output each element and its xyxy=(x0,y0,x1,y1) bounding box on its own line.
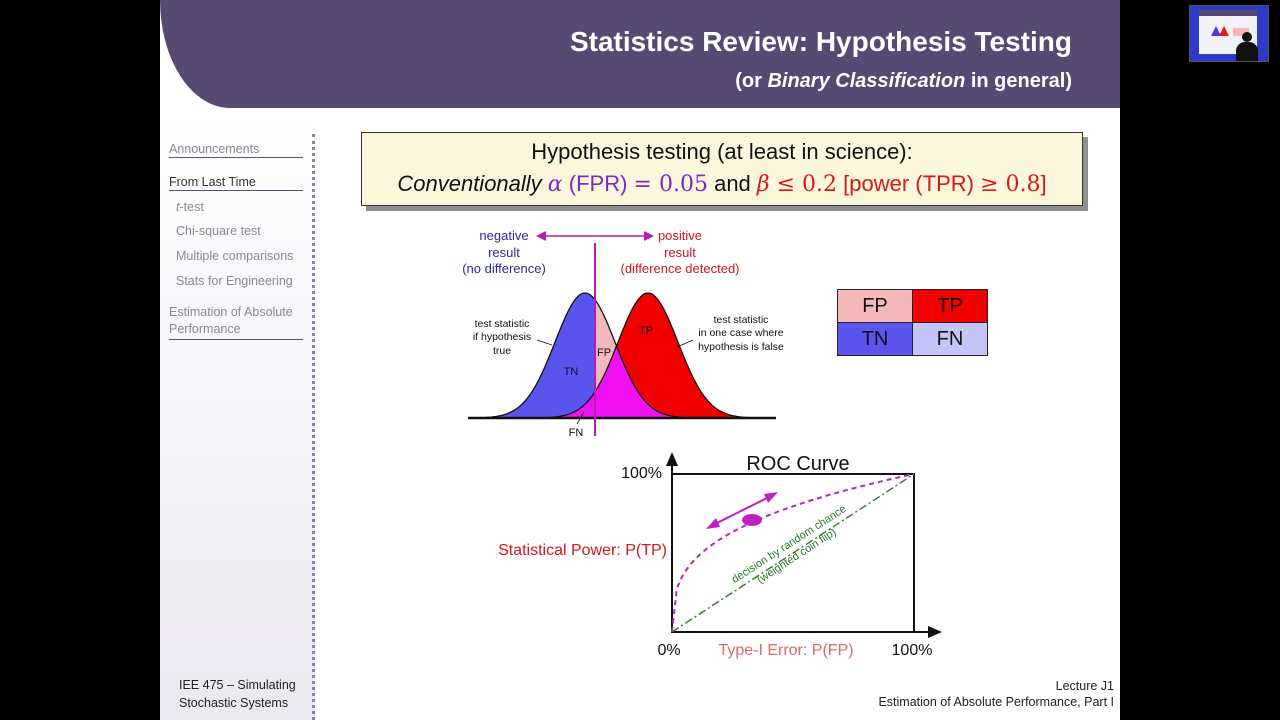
roc-y-top-label: 100% xyxy=(621,465,662,482)
negative-label-3: (no difference) xyxy=(462,261,546,276)
alt-annotation-1: test statistic xyxy=(714,314,769,326)
matrix-tn-cell: TN xyxy=(837,322,913,356)
alt-annotation-3: hypothesis is false xyxy=(698,341,784,353)
course-footer: IEE 475 – Simulating Stochastic Systems xyxy=(179,678,296,710)
sidebar-divider xyxy=(312,134,315,720)
roc-title: ROC Curve xyxy=(746,453,849,475)
nav-estimation-of-absolute-performance[interactable]: Estimation of Absolute Performance xyxy=(169,304,303,340)
roc-y-label: Statistical Power: P(TP) xyxy=(498,542,667,559)
definition-line-1: Hypothesis testing (at least in science)… xyxy=(531,139,913,164)
definition-line-2: Conventionally α (FPR) = 0.05 and β ≤ 0.… xyxy=(397,171,1047,197)
definition-box: Hypothesis testing (at least in science)… xyxy=(361,132,1083,206)
y-axis-arrow xyxy=(666,452,678,466)
operating-point xyxy=(742,514,762,526)
alt-annotation-2: in one case where xyxy=(698,327,783,339)
arrow-right-head xyxy=(644,231,654,241)
tradeoff-arrow-head-right xyxy=(764,492,778,503)
null-annotation-3: true xyxy=(493,345,511,357)
overlap-region xyxy=(595,347,700,418)
presenter-head xyxy=(1242,32,1252,42)
fn-region xyxy=(540,391,595,418)
roc-x-right-label: 100% xyxy=(892,642,933,659)
nav-multiple-comparisons[interactable]: Multiple comparisons xyxy=(176,249,294,263)
arrow-left-head xyxy=(536,231,546,241)
nav-announcements[interactable]: Announcements xyxy=(169,142,303,158)
header-banner: Statistics Review: Hypothesis Testing (o… xyxy=(160,0,1120,108)
lecture-footer: Lecture J1 Estimation of Absolute Perform… xyxy=(878,679,1114,709)
nav-t-test[interactable]: t-test xyxy=(176,200,204,214)
slide-title: Statistics Review: Hypothesis Testing xyxy=(569,26,1072,57)
presenter-video-thumbnail[interactable] xyxy=(1189,5,1269,62)
tp-region xyxy=(595,293,760,418)
tp-label: TP xyxy=(639,325,653,337)
roc-origin-label: 0% xyxy=(657,642,680,659)
matrix-fn-cell: FN xyxy=(912,322,988,356)
tradeoff-arrow xyxy=(712,495,772,526)
nav-stats-for-engineering[interactable]: Stats for Engineering xyxy=(176,274,293,288)
x-axis-arrow xyxy=(928,626,942,638)
nav-from-last-time[interactable]: From Last Time xyxy=(169,175,303,191)
null-annotation-2: if hypothesis xyxy=(473,331,531,343)
tn-region xyxy=(480,293,595,418)
tradeoff-arrow-head-left xyxy=(706,518,720,529)
fn-leader-line xyxy=(576,411,585,425)
nav-chi-square-test[interactable]: Chi-square test xyxy=(176,224,261,238)
positive-label-3: (difference detected) xyxy=(621,261,740,276)
slide: Statistics Review: Hypothesis Testing (o… xyxy=(160,0,1120,720)
roc-x-label: Type-I Error: P(FP) xyxy=(718,642,853,659)
null-leader-line xyxy=(536,339,553,346)
chance-line xyxy=(671,473,915,633)
sidebar xyxy=(160,108,315,720)
null-curve xyxy=(480,292,700,419)
null-annotation-1: test statistic xyxy=(475,318,530,330)
tn-label: TN xyxy=(564,366,579,378)
roc-curve xyxy=(671,473,915,633)
slide-subtitle: (or Binary Classification in general) xyxy=(735,70,1072,92)
alt-leader-line xyxy=(676,339,694,348)
matrix-fp-cell: FP xyxy=(837,289,913,323)
negative-label-1: negative xyxy=(479,228,528,243)
positive-label-1: positive xyxy=(658,228,702,243)
confusion-matrix: FP TP TN FN xyxy=(837,289,988,356)
positive-label-2: result xyxy=(664,245,696,260)
presenter-body xyxy=(1236,42,1258,61)
fn-label: FN xyxy=(569,427,584,439)
fp-label: FP xyxy=(597,347,611,359)
alt-curve xyxy=(540,292,761,419)
negative-label-2: result xyxy=(488,245,520,260)
